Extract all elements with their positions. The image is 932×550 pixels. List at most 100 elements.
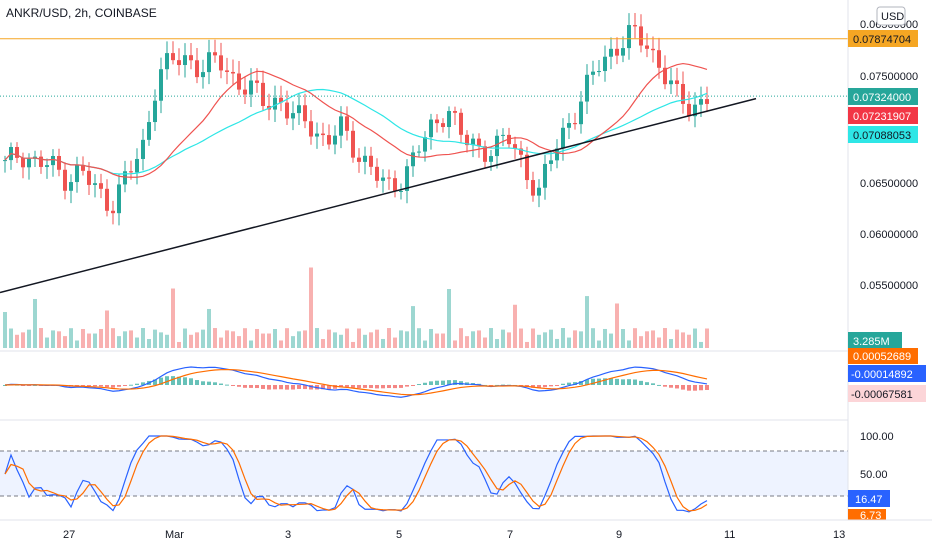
volume-bar	[147, 339, 151, 348]
macd-hist-bar	[309, 385, 313, 390]
macd-hist-bar	[159, 377, 163, 385]
candle-body	[513, 144, 517, 149]
macd-hist-bar	[141, 382, 145, 385]
candle-body	[687, 103, 691, 117]
macd-hist-bar	[693, 385, 697, 391]
stochastic-panel	[4, 435, 708, 513]
candle-body	[315, 133, 319, 137]
volume-bar	[453, 340, 457, 348]
volume-bar	[351, 341, 355, 348]
macd-hist-bar	[87, 385, 91, 387]
volume-bar	[375, 329, 379, 348]
volume-bar	[33, 298, 37, 348]
volume-bar	[153, 329, 157, 348]
macd-hist-bar	[357, 385, 361, 389]
candle-body	[639, 26, 643, 46]
candle-body	[147, 122, 151, 140]
macd-hist-bar	[525, 385, 529, 387]
macd-hist-bar	[621, 379, 625, 385]
candle-body	[501, 134, 505, 136]
candle-body	[459, 112, 463, 135]
macd-hist-bar	[423, 382, 427, 385]
macd-hist-bar	[351, 385, 355, 388]
macd-hist-bar	[291, 385, 295, 390]
volume-bar	[3, 312, 7, 348]
macd-tag-text: -0.00014892	[851, 369, 913, 381]
time-axis[interactable]: 27 Mar 3 5 7 9 11 13	[63, 529, 845, 541]
candle-body	[105, 188, 109, 211]
candle-body	[681, 83, 685, 104]
macd-hist-tag: -0.00067581	[848, 385, 926, 402]
candle-body	[705, 99, 709, 104]
candle-body	[195, 60, 199, 78]
volume-bar	[435, 333, 439, 348]
volume-bar	[291, 336, 295, 348]
trendline[interactable]	[0, 97, 757, 294]
volume-bar	[303, 330, 307, 348]
macd-hist-bar	[99, 385, 103, 387]
price-tag-last-text: 0.07324000	[853, 92, 911, 104]
currency-badge[interactable]	[876, 6, 906, 26]
candle-body	[15, 147, 19, 158]
macd-hist-bar	[213, 382, 217, 385]
macd-hist-bar	[561, 383, 565, 385]
macd-tag: -0.00014892	[848, 365, 926, 382]
candle-body	[411, 152, 415, 167]
candle-body	[549, 160, 553, 164]
candle-body	[519, 148, 523, 155]
candle-body	[309, 121, 313, 137]
grid	[0, 350, 848, 497]
volume-bar	[357, 328, 361, 348]
macd-hist-bar	[207, 381, 211, 385]
volume-tag: 3.285M	[848, 332, 902, 349]
volume-bar	[219, 337, 223, 348]
volume-bar	[525, 341, 529, 348]
macd-hist-bar	[585, 379, 589, 385]
candle-body	[117, 184, 121, 214]
macd-hist-bar	[369, 385, 373, 389]
time-label-4: 7	[507, 529, 513, 541]
volume-bar	[321, 339, 325, 348]
candle-body	[63, 169, 67, 191]
macd-hist-bar	[327, 385, 331, 390]
stoch-d-line	[4, 435, 708, 512]
macd-hist-bar	[339, 385, 343, 388]
macd-hist-bar	[543, 385, 547, 388]
candle-body	[669, 80, 673, 85]
volume-bar	[63, 336, 67, 348]
candle-body	[585, 74, 589, 102]
candle-body	[261, 82, 265, 106]
candle-body	[489, 156, 493, 162]
candle-body	[51, 156, 55, 166]
candle-body	[477, 138, 481, 147]
macd-hist-bar	[603, 378, 607, 385]
time-label-1: Mar	[165, 529, 184, 541]
price-axis[interactable]: 0.06500000 0.07500000 0.06500000 0.06000…	[860, 19, 918, 292]
macd-hist-bar	[363, 385, 367, 388]
macd-hist-bar	[345, 385, 349, 388]
macd-hist-bar	[549, 385, 553, 387]
candle-body	[321, 133, 325, 136]
candle-body	[627, 25, 631, 49]
macd-hist-bar	[699, 385, 703, 391]
volume-bar	[345, 328, 349, 348]
candle-body	[231, 71, 235, 74]
volume-bar	[657, 337, 661, 348]
macd-hist-bar	[255, 385, 259, 389]
volume-bar	[501, 329, 505, 348]
ma-fast-line	[4, 62, 708, 178]
candle-body	[453, 111, 457, 113]
candle-body	[279, 97, 283, 103]
volume-bar	[423, 340, 427, 348]
volume-bar	[369, 332, 373, 348]
macd-hist-bar	[171, 376, 175, 385]
candle-body	[81, 164, 85, 171]
macd-hist-bar	[579, 381, 583, 385]
candle-body	[219, 55, 223, 71]
macd-hist-bar	[201, 381, 205, 385]
candle-body	[603, 56, 607, 72]
macd-hist-bar	[453, 380, 457, 385]
volume-bar	[447, 289, 451, 348]
macd-hist-bar	[615, 378, 619, 385]
